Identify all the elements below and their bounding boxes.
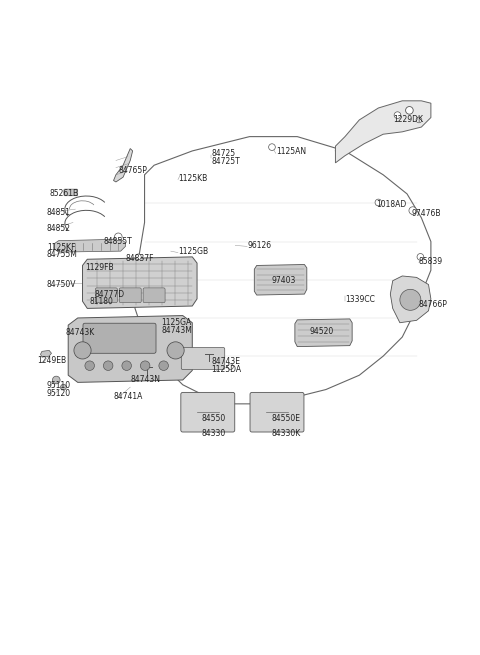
FancyBboxPatch shape xyxy=(181,392,235,432)
Text: 84765P: 84765P xyxy=(118,166,147,176)
Text: 1339CC: 1339CC xyxy=(345,295,375,305)
Polygon shape xyxy=(68,316,192,383)
Text: 84750V: 84750V xyxy=(47,280,76,289)
Text: 95120: 95120 xyxy=(47,389,71,398)
Text: 84330K: 84330K xyxy=(271,429,300,438)
Circle shape xyxy=(406,107,413,114)
Text: 84837F: 84837F xyxy=(125,254,154,263)
Circle shape xyxy=(159,361,168,371)
Text: 84725: 84725 xyxy=(211,149,236,158)
Polygon shape xyxy=(390,276,431,323)
Text: 84852: 84852 xyxy=(47,224,71,233)
Text: 84741A: 84741A xyxy=(114,392,143,402)
Circle shape xyxy=(416,117,422,122)
Text: 1249EB: 1249EB xyxy=(37,356,66,365)
FancyBboxPatch shape xyxy=(96,288,117,303)
FancyBboxPatch shape xyxy=(64,189,78,196)
Text: 85261B: 85261B xyxy=(49,189,78,198)
Polygon shape xyxy=(254,265,307,295)
Polygon shape xyxy=(336,101,431,163)
Circle shape xyxy=(85,361,95,371)
Text: 1129FB: 1129FB xyxy=(85,263,114,272)
Text: 84330: 84330 xyxy=(202,429,226,438)
Polygon shape xyxy=(295,319,352,346)
Circle shape xyxy=(167,342,184,359)
Text: 84766P: 84766P xyxy=(419,300,448,309)
Text: 96126: 96126 xyxy=(247,241,271,250)
Text: 1229DK: 1229DK xyxy=(393,115,423,124)
Text: 84755M: 84755M xyxy=(47,250,78,259)
Text: 84855T: 84855T xyxy=(104,237,133,246)
Text: 84743M: 84743M xyxy=(161,326,192,335)
Text: 1125KB: 1125KB xyxy=(178,174,207,183)
FancyBboxPatch shape xyxy=(83,323,156,353)
Text: 94520: 94520 xyxy=(309,327,334,336)
Circle shape xyxy=(135,254,141,260)
Circle shape xyxy=(228,364,233,369)
Circle shape xyxy=(115,233,122,240)
Text: 84743N: 84743N xyxy=(130,375,160,384)
Circle shape xyxy=(409,207,417,214)
FancyBboxPatch shape xyxy=(181,348,225,369)
Circle shape xyxy=(394,112,401,119)
Text: 85839: 85839 xyxy=(419,257,443,266)
Circle shape xyxy=(52,376,60,384)
Circle shape xyxy=(122,361,132,371)
Text: 81180: 81180 xyxy=(90,297,114,307)
Text: 97403: 97403 xyxy=(271,276,295,285)
Circle shape xyxy=(269,143,276,151)
Text: 84851: 84851 xyxy=(47,208,71,217)
FancyBboxPatch shape xyxy=(119,288,141,303)
Circle shape xyxy=(60,384,66,390)
Polygon shape xyxy=(40,350,51,357)
Circle shape xyxy=(400,290,421,310)
Circle shape xyxy=(375,199,382,206)
Polygon shape xyxy=(114,149,132,182)
Text: 95110: 95110 xyxy=(47,381,71,390)
Text: 1018AD: 1018AD xyxy=(376,200,406,209)
Text: 84725T: 84725T xyxy=(211,157,240,166)
Text: 84550E: 84550E xyxy=(271,414,300,422)
Text: 97476B: 97476B xyxy=(412,210,441,218)
Circle shape xyxy=(103,361,113,371)
FancyBboxPatch shape xyxy=(250,392,304,432)
Text: 1125GB: 1125GB xyxy=(178,247,208,255)
Circle shape xyxy=(74,342,91,359)
Polygon shape xyxy=(83,257,197,309)
Text: 1125GA: 1125GA xyxy=(161,318,192,328)
Text: 1125DA: 1125DA xyxy=(211,365,241,374)
Text: 1125KF: 1125KF xyxy=(47,243,75,252)
Circle shape xyxy=(140,361,150,371)
Polygon shape xyxy=(54,239,125,252)
Text: 84777D: 84777D xyxy=(95,290,125,299)
Circle shape xyxy=(417,253,424,260)
Text: 84550: 84550 xyxy=(202,414,226,422)
FancyBboxPatch shape xyxy=(143,288,165,303)
Text: 84743E: 84743E xyxy=(211,358,240,366)
Text: 84743K: 84743K xyxy=(66,328,95,337)
Text: 1125AN: 1125AN xyxy=(276,147,306,157)
